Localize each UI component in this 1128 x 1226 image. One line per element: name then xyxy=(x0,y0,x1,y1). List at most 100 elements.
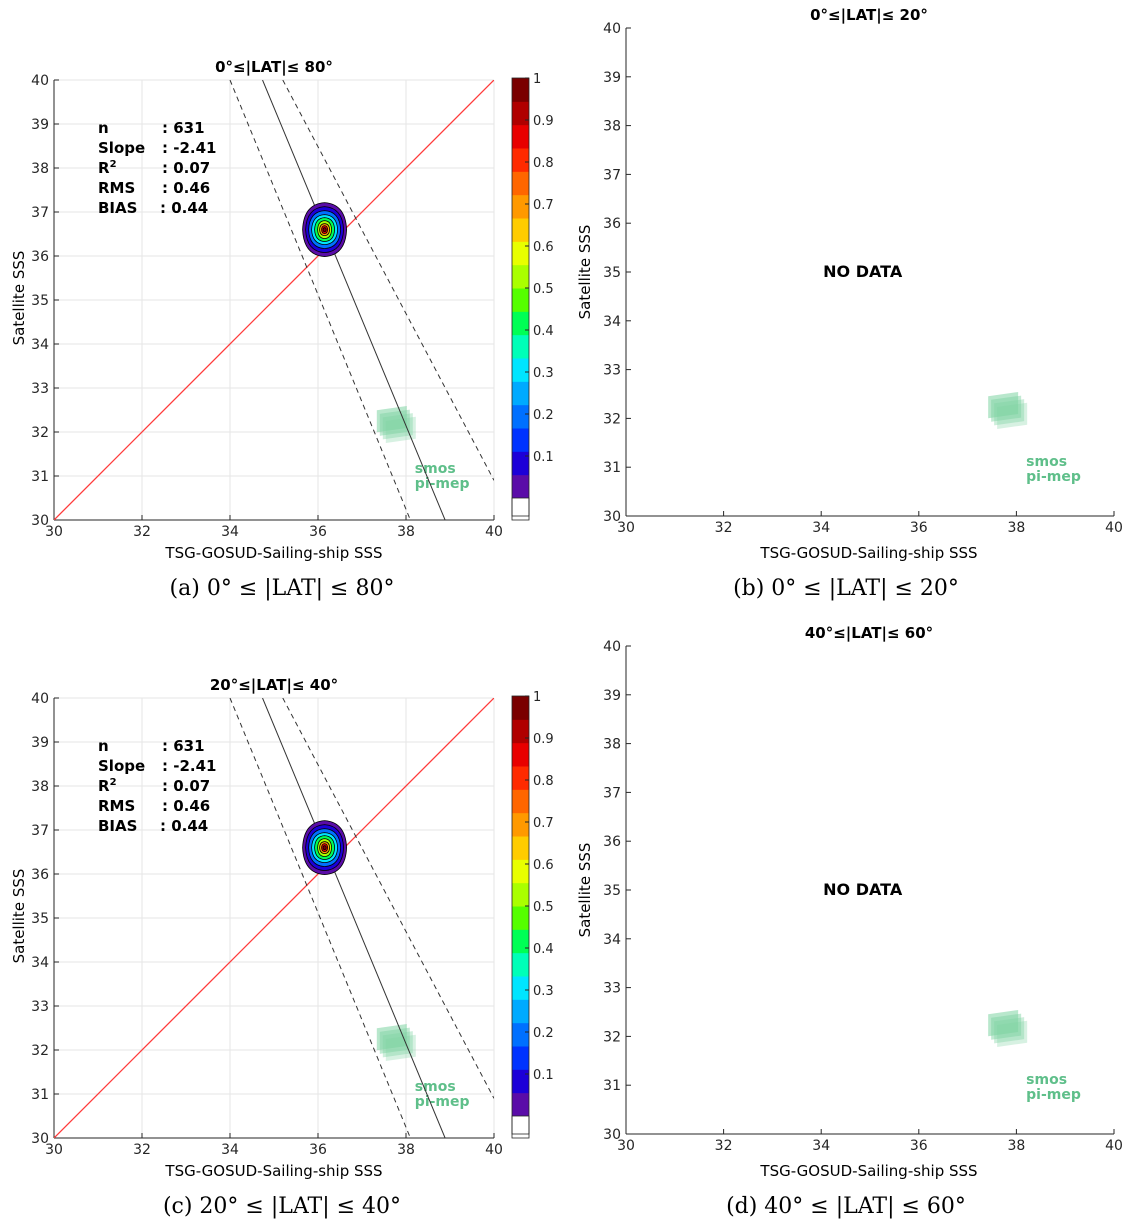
y-tick-label: 30 xyxy=(31,513,49,529)
chart-panel-a: 0°≤|LAT|≤ 80° 30 32 34 36 38 40 30 31 32 33 34 35 36… xyxy=(10,58,554,562)
colorbar-segment xyxy=(512,1022,529,1047)
stat-value: : 631 xyxy=(162,737,205,755)
x-tick-label: 38 xyxy=(397,524,415,540)
colorbar-frame xyxy=(511,695,530,1135)
stat-value: : 0.07 xyxy=(162,777,210,795)
colorbar: 0.1 0.2 0.3 0.4 0.5 0.6 0.7 0.8 0.9 1 xyxy=(511,72,554,521)
logo-block xyxy=(997,402,1028,429)
y-tick-label: 39 xyxy=(31,735,49,751)
colorbar-tick-label: 1 xyxy=(533,72,541,87)
y-tick-label: 35 xyxy=(31,911,49,927)
y-tick-label: 31 xyxy=(31,469,49,485)
y-tick-label: 39 xyxy=(603,688,621,704)
logo-text: pi-mep xyxy=(1026,1087,1081,1103)
colorbar-segment xyxy=(512,789,529,814)
confidence-line xyxy=(282,80,494,481)
y-tick-label: 34 xyxy=(603,314,621,330)
lines-layer xyxy=(54,698,494,1138)
y-tick-label: 38 xyxy=(603,119,621,135)
y-tick-label: 38 xyxy=(31,161,49,177)
logo-block xyxy=(385,1034,416,1061)
colorbar-empty-bin xyxy=(511,1115,530,1139)
y-tick-label: 32 xyxy=(31,425,49,441)
colorbar-segment xyxy=(512,1046,529,1070)
one-to-one-line xyxy=(54,698,494,1138)
figure-caption-b: (b) 0° ≤ |LAT| ≤ 20° xyxy=(733,576,959,601)
y-tick-label: 33 xyxy=(603,363,621,379)
x-tick-label: 30 xyxy=(617,520,635,536)
logo-text: smos xyxy=(1026,1072,1067,1088)
x-tick-label: 38 xyxy=(397,1142,415,1158)
stat-value: : 0.46 xyxy=(162,797,210,815)
logo-block xyxy=(382,1031,413,1058)
x-tick-label: 32 xyxy=(715,1138,733,1154)
y-tick-label: 40 xyxy=(31,691,49,707)
colorbar-segment xyxy=(512,264,529,289)
x-tick-label: 40 xyxy=(485,1142,503,1158)
y-tick-label: 40 xyxy=(603,21,621,37)
y-tick-label: 30 xyxy=(31,1131,49,1147)
colorbar-segment xyxy=(512,78,529,102)
y-tick-label: 36 xyxy=(603,216,621,232)
colorbar-tick-label: 0.2 xyxy=(533,408,554,423)
regression-line xyxy=(262,698,446,1138)
y-tick-label: 36 xyxy=(31,249,49,265)
y-tick-label: 39 xyxy=(31,117,49,133)
x-tick-label: 36 xyxy=(309,524,327,540)
colorbar-tick-label: 0.3 xyxy=(533,366,554,381)
logo-block xyxy=(994,1017,1025,1044)
colorbar-tick-label: 0.4 xyxy=(533,324,554,339)
y-tick-label: 32 xyxy=(603,411,621,427)
stat-label: n xyxy=(98,119,109,137)
chart-title: 0°≤|LAT|≤ 20° xyxy=(810,6,928,25)
colorbar-tick-label: 0.4 xyxy=(533,942,554,957)
x-tick-label: 36 xyxy=(309,1142,327,1158)
logo-block xyxy=(385,416,416,443)
confidence-line xyxy=(282,698,494,1099)
colorbar-segment xyxy=(512,696,529,720)
colorbar-tick-label: 0.6 xyxy=(533,240,554,255)
colorbar-segment xyxy=(512,218,529,242)
colorbar-segment xyxy=(512,194,529,219)
colorbar-tick-label: 0.3 xyxy=(533,984,554,999)
colorbar-tick-label: 0.7 xyxy=(533,816,554,831)
x-tick-label: 40 xyxy=(1105,520,1123,536)
colorbar-tick-label: 0.9 xyxy=(533,114,554,129)
y-tick-label: 35 xyxy=(603,265,621,281)
logo-text: smos xyxy=(415,461,456,477)
x-tick-label: 32 xyxy=(133,524,151,540)
logo-block xyxy=(991,1013,1022,1040)
colorbar-tick-label: 0.5 xyxy=(533,282,554,297)
colorbar-segment xyxy=(512,288,529,312)
x-tick-label: 40 xyxy=(1105,1138,1123,1154)
figure-caption-a: (a) 0° ≤ |LAT| ≤ 80° xyxy=(169,576,395,601)
colorbar-segment xyxy=(512,124,529,149)
figure-caption-c: (c) 20° ≤ |LAT| ≤ 40° xyxy=(162,1194,402,1219)
y-tick-label: 33 xyxy=(603,981,621,997)
x-tick-label: 34 xyxy=(812,1138,830,1154)
x-tick-label: 32 xyxy=(133,1142,151,1158)
chart-title: 40°≤|LAT|≤ 60° xyxy=(805,624,933,643)
x-axis-label: TSG-GOSUD-Sailing-ship SSS xyxy=(759,544,977,562)
colorbar-segment xyxy=(512,1092,529,1117)
stat-label: R2 xyxy=(98,159,117,177)
colorbar-frame xyxy=(511,77,530,517)
colorbar-segment xyxy=(512,976,529,1000)
y-tick-label: 33 xyxy=(31,381,49,397)
colorbar-tick-label: 0.2 xyxy=(533,1026,554,1041)
colorbar-segment xyxy=(512,906,529,930)
y-tick-label: 33 xyxy=(31,999,49,1015)
colorbar-segment xyxy=(512,1069,529,1094)
x-tick-label: 32 xyxy=(715,520,733,536)
x-axis-label: TSG-GOSUD-Sailing-ship SSS xyxy=(164,544,382,562)
confidence-line xyxy=(229,698,411,1138)
colorbar-tick-label: 1 xyxy=(533,690,541,705)
y-tick-label: 35 xyxy=(31,293,49,309)
x-tick-label: 36 xyxy=(910,520,928,536)
x-tick-label: 30 xyxy=(45,1142,63,1158)
colorbar-segment xyxy=(512,719,529,744)
colorbar-segment xyxy=(512,358,529,382)
colorbar-tick-label: 0.8 xyxy=(533,156,554,171)
y-tick-label: 37 xyxy=(603,785,621,801)
